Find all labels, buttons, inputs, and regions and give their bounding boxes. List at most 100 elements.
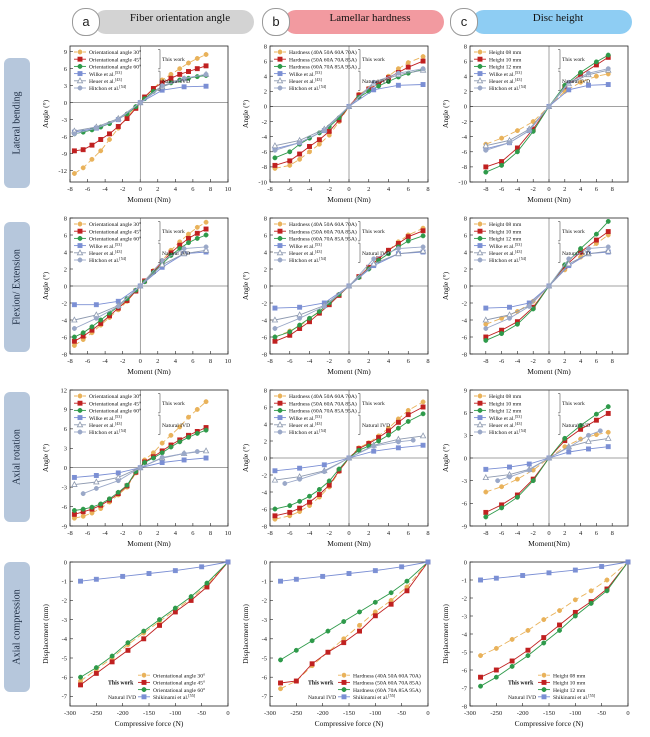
data-point xyxy=(572,567,578,573)
data-point xyxy=(557,627,562,633)
series-shikinami-et-al xyxy=(478,559,631,583)
legend-marker xyxy=(477,71,483,77)
x-tick-label: 8 xyxy=(611,358,614,365)
data-point xyxy=(293,576,299,582)
legend-label: Wilke et al.[53] xyxy=(89,414,122,422)
legend-marker xyxy=(341,679,347,685)
data-point xyxy=(71,316,78,323)
this-work-label: This work xyxy=(362,57,385,63)
data-point xyxy=(125,647,131,653)
y-tick-label: -3 xyxy=(62,117,67,124)
data-point xyxy=(420,66,426,72)
data-point xyxy=(157,617,162,623)
data-point xyxy=(593,59,599,65)
data-point xyxy=(493,575,499,581)
legend-label: Orientational angle 30° xyxy=(89,393,141,400)
data-point xyxy=(297,498,303,504)
legend-item-hardness-40a-50a-60a-70a: Hardness (40A 50A 60A 70A) xyxy=(274,49,357,56)
x-tick-label: 2 xyxy=(156,358,159,365)
data-point xyxy=(357,622,362,628)
legend-item-height-12-mm: Height 12 mm xyxy=(538,687,586,694)
data-point xyxy=(395,250,402,257)
y-tick-label: -8 xyxy=(462,351,467,358)
x-axis-label: Moment (Nm) xyxy=(327,367,371,376)
data-point xyxy=(180,250,188,257)
x-tick-label: 4 xyxy=(387,358,391,365)
data-point xyxy=(593,231,599,237)
data-point xyxy=(604,434,612,441)
data-point xyxy=(346,455,352,461)
data-point xyxy=(593,237,599,243)
data-point xyxy=(578,246,584,252)
y-tick-label: -4 xyxy=(462,317,468,324)
legend-item-wilke-et-al: Wilke et al.[53] xyxy=(474,70,522,78)
this-work-label: This work xyxy=(362,401,385,407)
data-point xyxy=(599,564,605,569)
data-point xyxy=(593,417,599,423)
legend-marker xyxy=(77,400,83,406)
legend-item-hitchon-et-al: Hitchon et al.[54] xyxy=(74,84,127,92)
data-point xyxy=(478,683,483,689)
data-point xyxy=(405,64,411,70)
y-tick-label: -2 xyxy=(462,595,467,602)
y-tick-label: -2 xyxy=(262,300,267,307)
data-point xyxy=(526,128,532,134)
chart-c2-flexion-height: -8 -6 -4 -2 0 2 4 6 8 -8 -6 -4 -2 0 2 4 6 8 Moment (Nm) Ang… xyxy=(441,215,629,376)
x-tick-label: -4 xyxy=(307,530,313,537)
y-axis-label: Angle (°) xyxy=(241,443,250,472)
data-point xyxy=(499,505,505,511)
series-shikinami-et-al xyxy=(78,559,231,584)
x-tick-label: -2 xyxy=(120,186,125,193)
natural-ivd-bracket xyxy=(158,242,161,263)
data-point xyxy=(578,423,584,428)
legend-marker xyxy=(277,407,283,413)
data-point xyxy=(588,600,594,606)
data-point xyxy=(137,283,143,289)
data-point xyxy=(507,474,512,480)
legend-marker xyxy=(77,235,83,241)
data-point xyxy=(309,638,315,644)
x-tick-label: -6 xyxy=(287,530,293,537)
data-point xyxy=(546,283,552,289)
this-work-bracket xyxy=(158,221,161,242)
data-point xyxy=(578,69,584,75)
y-tick-label: -9 xyxy=(62,151,67,158)
data-point xyxy=(71,343,77,348)
data-point xyxy=(98,137,104,142)
legend-label: Orientational angle 45° xyxy=(89,56,141,63)
legend-marker xyxy=(277,56,283,62)
y-axis-label: Angle (°) xyxy=(441,99,450,128)
data-point xyxy=(194,230,200,236)
y-tick-label: -3 xyxy=(62,484,67,491)
legend-marker xyxy=(77,56,83,62)
chart-a1-lateral-bending-fiber-angle: -8 -6 -4 -2 0 2 4 6 8 10 -12 -9 -6 -3 0 3 6 9 Moment (Nm) A… xyxy=(41,45,231,204)
data-point xyxy=(605,244,611,250)
series-line xyxy=(280,561,429,582)
legend-label: Wilke et al.[53] xyxy=(289,414,322,422)
column-title-c: Disc height xyxy=(532,12,584,24)
x-tick-label: 4 xyxy=(387,186,391,193)
x-tick-label: 4 xyxy=(579,358,583,365)
y-tick-label: -6 xyxy=(462,501,468,508)
legend-item-hardness-60a-70a-85a-95a: Hardness (60A 70A 85A 95A) xyxy=(274,64,357,71)
x-axis-label: Moment (Nm) xyxy=(127,539,171,548)
legend-label: Height 08 mm xyxy=(489,394,522,400)
legend-item-wilke-et-al: Wilke et al.[53] xyxy=(74,70,122,78)
x-tick-label: 2 xyxy=(367,186,370,193)
data-point xyxy=(194,430,200,436)
data-point xyxy=(203,232,209,238)
x-tick-label: -2 xyxy=(120,530,125,537)
legend-marker xyxy=(77,85,83,91)
data-point xyxy=(80,330,86,336)
x-tick-label: 2 xyxy=(563,358,566,365)
data-point xyxy=(321,128,327,134)
legend-label: Orientational angle 60° xyxy=(89,408,141,415)
x-tick-label: 2 xyxy=(156,530,159,537)
legend-item-hardness-40a-50a-60a-70a: Hardness (40A 50A 60A 70A) xyxy=(274,393,357,400)
y-tick-label: 0 xyxy=(264,283,267,290)
data-point xyxy=(188,594,194,600)
data-point xyxy=(186,60,191,66)
